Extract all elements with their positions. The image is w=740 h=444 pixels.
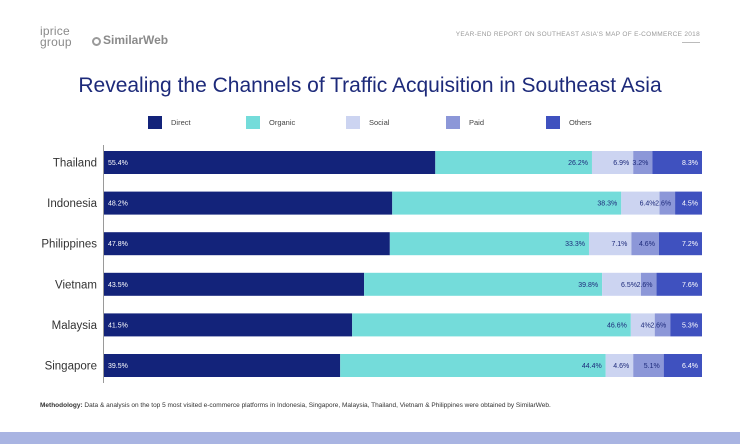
data-label-malaysia-organic: 46.6% (607, 322, 627, 329)
data-label-thailand-others: 8.3% (682, 160, 698, 167)
data-label-philippines-social: 7.1% (611, 241, 627, 248)
iprice-group-logo: iprice group (40, 24, 82, 49)
chart-title: Revealing the Channels of Traffic Acquis… (78, 74, 662, 97)
chart-legend: Direct Organic Social Paid Others (0, 112, 740, 132)
bar-segment-vietnam-others (656, 272, 702, 296)
bar-segment-philippines-others (658, 232, 702, 256)
data-label-singapore-paid: 5.1% (644, 363, 660, 370)
similarweb-logo-text: SimilarWeb (103, 33, 169, 47)
legend-label-paid: Paid (469, 117, 485, 127)
legend-label-social: Social (369, 117, 390, 127)
bar-segment-malaysia-organic (352, 313, 631, 337)
bar-segment-vietnam-social (602, 272, 642, 296)
bar-segment-thailand-paid (633, 151, 653, 174)
bar-segment-thailand-social (591, 151, 634, 174)
data-label-singapore-organic: 44.4% (582, 363, 602, 370)
data-label-singapore-others: 6.4% (682, 363, 698, 370)
legend-item-organic: Organic (246, 112, 295, 132)
data-label-philippines-organic: 33.3% (565, 241, 585, 248)
data-label-philippines-paid: 4.6% (639, 241, 655, 248)
data-label-indonesia-others: 4.5% (682, 201, 698, 208)
bar-segment-philippines-paid (631, 232, 659, 256)
legend-swatch-paid (446, 115, 460, 129)
data-label-indonesia-direct: 48.2% (108, 201, 128, 208)
data-label-thailand-social: 6.9% (613, 160, 629, 167)
bar-segment-malaysia-direct (104, 313, 353, 337)
data-label-philippines-others: 7.2% (682, 241, 698, 248)
bar-segment-vietnam-paid (641, 272, 657, 296)
bar-segment-malaysia-paid (654, 313, 671, 337)
report-title-rule (682, 42, 700, 43)
data-label-thailand-direct: 55.4% (108, 160, 128, 167)
data-label-singapore-social: 4.6% (613, 363, 629, 370)
bar-segment-thailand-organic (435, 151, 592, 174)
data-label-malaysia-social: 4% (641, 322, 651, 329)
legend-label-direct: Direct (171, 117, 191, 127)
bar-segment-indonesia-others (675, 191, 702, 215)
legend-item-direct: Direct (148, 112, 191, 132)
bar-segment-malaysia-others (670, 313, 702, 337)
data-label-singapore-direct: 39.5% (108, 363, 128, 370)
bar-segment-indonesia-organic (392, 191, 622, 215)
bar-segment-thailand-direct (104, 151, 436, 174)
methodology-text: Data & analysis on the top 5 most visite… (82, 402, 551, 409)
bar-segment-singapore-others (663, 354, 702, 377)
bar-segment-indonesia-direct (104, 191, 393, 215)
category-label-thailand: Thailand (53, 158, 97, 170)
data-label-vietnam-paid: 2.6% (637, 282, 653, 289)
legend-item-others: Others (546, 112, 592, 132)
bar-segment-indonesia-paid (659, 191, 676, 215)
category-label-philippines: Philippines (41, 239, 97, 251)
category-label-indonesia: Indonesia (47, 198, 97, 210)
legend-label-organic: Organic (269, 117, 296, 127)
data-label-vietnam-social: 6.5% (621, 282, 637, 289)
category-label-singapore: Singapore (45, 361, 97, 373)
similarweb-icon (92, 37, 101, 46)
bar-segment-malaysia-social (630, 313, 655, 337)
category-label-vietnam: Vietnam (55, 279, 97, 291)
iprice-logo-line2: group (40, 35, 72, 49)
data-label-indonesia-social: 6.4% (640, 201, 656, 208)
methodology-note: Methodology: Data & analysis on the top … (40, 402, 551, 409)
iprice-logo-line1: iprice (40, 24, 70, 38)
bar-segment-philippines-organic (389, 232, 589, 256)
data-label-indonesia-organic: 38.3% (597, 201, 617, 208)
legend-label-others: Others (569, 117, 592, 127)
data-label-malaysia-others: 5.3% (682, 322, 698, 329)
bar-segment-singapore-organic (340, 354, 606, 377)
legend-swatch-social (346, 115, 360, 129)
bar-segment-singapore-social (605, 354, 634, 377)
data-label-vietnam-direct: 43.5% (108, 282, 128, 289)
category-label-malaysia: Malaysia (52, 320, 98, 332)
legend-item-social: Social (346, 112, 389, 132)
legend-swatch-others (546, 115, 560, 129)
legend-item-paid: Paid (446, 112, 484, 132)
bar-segment-vietnam-organic (364, 272, 603, 296)
bar-segment-vietnam-direct (104, 272, 365, 296)
data-label-malaysia-paid: 2.6% (650, 322, 666, 329)
bar-segment-philippines-social (588, 232, 632, 256)
bar-segment-singapore-paid (633, 354, 664, 377)
data-label-vietnam-organic: 39.8% (578, 282, 598, 289)
similarweb-logo: SimilarWeb (92, 33, 168, 47)
bar-segment-philippines-direct (104, 232, 390, 256)
data-label-thailand-organic: 26.2% (568, 160, 588, 167)
legend-swatch-organic (246, 115, 260, 129)
footer-band (0, 432, 740, 444)
data-label-philippines-direct: 47.8% (108, 241, 128, 248)
data-label-vietnam-others: 7.6% (682, 282, 698, 289)
data-label-malaysia-direct: 41.5% (108, 322, 128, 329)
bar-segment-singapore-direct (104, 354, 341, 377)
legend-swatch-direct (148, 115, 162, 129)
methodology-label: Methodology: (40, 402, 83, 409)
bar-segment-thailand-others (652, 151, 702, 174)
report-title: YEAR-END REPORT ON SOUTHEAST ASIA'S MAP … (455, 31, 700, 38)
data-label-thailand-paid: 3.2% (632, 160, 648, 167)
data-label-indonesia-paid: 2.6% (655, 201, 671, 208)
bar-segment-indonesia-social (621, 191, 660, 215)
